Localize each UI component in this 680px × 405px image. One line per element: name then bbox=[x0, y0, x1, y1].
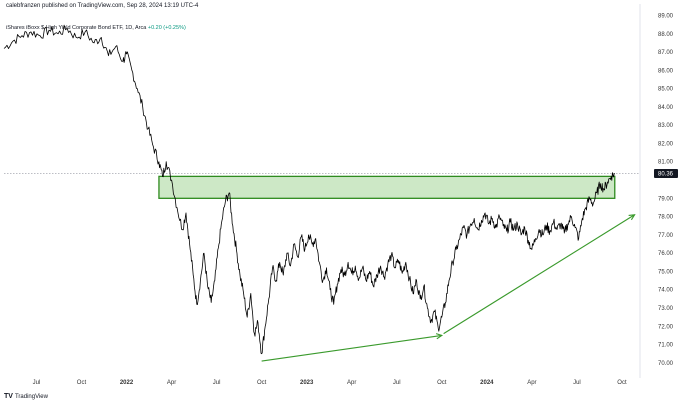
y-tick-label: 84.00 bbox=[658, 105, 674, 111]
y-tick-label: 72.00 bbox=[658, 324, 674, 330]
x-tick-label: Apr bbox=[167, 380, 176, 386]
y-tick-label: 75.00 bbox=[658, 269, 674, 275]
y-tick-label: 71.00 bbox=[658, 343, 674, 349]
x-tick-label: 2024 bbox=[480, 380, 494, 386]
y-tick-label: 83.00 bbox=[658, 123, 674, 129]
y-axis: 89.00 88.00 87.00 86.00 85.00 84.00 83.00 82.00… bbox=[639, 4, 678, 378]
published-caption: calebfranzen published on TradingView.co… bbox=[6, 3, 199, 9]
last-price-label: 80.36 bbox=[658, 171, 674, 177]
y-tick-label: 78.00 bbox=[658, 215, 674, 221]
y-tick-label: 86.00 bbox=[658, 68, 674, 74]
x-tick-label: Apr bbox=[347, 380, 356, 386]
x-tick-label: Jul bbox=[33, 380, 41, 386]
x-tick-label: 2022 bbox=[120, 380, 134, 386]
y-tick-label: 85.00 bbox=[658, 87, 674, 93]
y-tick-label: 82.00 bbox=[658, 141, 674, 147]
arrow-layer bbox=[261, 214, 636, 362]
tradingview-mark-icon: TV bbox=[4, 393, 13, 400]
y-tick-label: 74.00 bbox=[658, 288, 674, 294]
x-tick-label: Jul bbox=[213, 380, 221, 386]
x-tick-label: Oct bbox=[437, 380, 447, 386]
y-tick-label: 77.00 bbox=[658, 233, 674, 239]
trend-arrow-head bbox=[628, 214, 636, 221]
symbol-legend: iShares iBoxx $ High Yield Corporate Bon… bbox=[6, 25, 186, 31]
price-change: +0.20 (+0.25%) bbox=[147, 25, 186, 31]
last-price-badge bbox=[654, 168, 678, 178]
x-tick-label: Oct bbox=[77, 380, 87, 386]
series-layer bbox=[3, 24, 615, 355]
y-tick-label: 79.00 bbox=[658, 196, 674, 202]
x-tick-label: Oct bbox=[257, 380, 267, 386]
y-tick-label: 88.00 bbox=[658, 32, 674, 38]
x-tick-label: Jul bbox=[573, 380, 581, 386]
y-tick-label: 81.00 bbox=[658, 160, 674, 166]
x-tick-label: Apr bbox=[527, 380, 536, 386]
tradingview-logo[interactable]: TV TradingView bbox=[4, 393, 48, 400]
resistance-zone bbox=[158, 175, 616, 199]
trend-arrow-head bbox=[435, 333, 444, 340]
x-tick-label: 2023 bbox=[300, 380, 314, 386]
symbol-title: iShares iBoxx $ High Yield Corporate Bon… bbox=[6, 25, 147, 31]
y-tick-label: 89.00 bbox=[658, 13, 674, 19]
price-series-line bbox=[3, 24, 615, 355]
x-tick-label: Jul bbox=[393, 380, 401, 386]
tradingview-wordmark: TradingView bbox=[14, 393, 48, 400]
y-tick-label: 70.00 bbox=[658, 361, 674, 367]
x-axis: Jul Oct 2022 Apr Jul Oct 2023 Apr Jul Oct 2024 Apr J… bbox=[33, 380, 627, 386]
trend-arrow-line bbox=[261, 334, 442, 362]
y-tick-label: 76.00 bbox=[658, 251, 674, 257]
resistance-zone-layer bbox=[4, 173, 640, 199]
y-tick-label: 87.00 bbox=[658, 50, 674, 56]
x-tick-label: Oct bbox=[617, 380, 627, 386]
trend-arrow-line bbox=[443, 214, 635, 335]
y-tick-label: 73.00 bbox=[658, 306, 674, 312]
